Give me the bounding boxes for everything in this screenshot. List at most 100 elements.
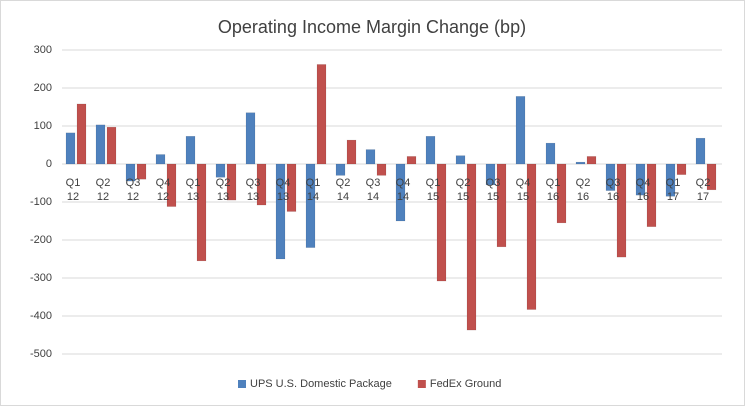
x-tick-label: 16 — [637, 191, 649, 203]
bar — [646, 163, 657, 227]
x-tick-label: 12 — [157, 191, 169, 203]
x-tick-label: Q2 — [96, 177, 111, 189]
x-tick-label: 13 — [187, 191, 199, 203]
x-tick-label: 12 — [127, 191, 139, 203]
legend-label: FedEx Ground — [430, 378, 502, 390]
x-tick-label: Q4 — [276, 177, 291, 189]
x-tick-label: 12 — [67, 191, 79, 203]
bar — [425, 136, 436, 165]
chart-title: Operating Income Margin Change (bp) — [218, 17, 526, 37]
bar — [706, 163, 717, 191]
bar — [605, 163, 616, 191]
x-tick-label: 17 — [697, 191, 709, 203]
x-tick-label: 12 — [97, 191, 109, 203]
x-tick-label: Q4 — [516, 177, 531, 189]
y-tick-label: 0 — [46, 158, 52, 170]
x-tick-label: Q2 — [336, 177, 351, 189]
bar — [76, 103, 87, 165]
bar — [125, 163, 136, 182]
bar — [635, 163, 646, 196]
y-tick-label: -500 — [30, 348, 52, 360]
bar — [256, 163, 267, 206]
x-tick-label: Q2 — [456, 177, 471, 189]
bar — [346, 139, 357, 165]
bar — [496, 163, 507, 248]
bar — [305, 163, 316, 248]
x-tick-label: Q4 — [396, 177, 411, 189]
bar — [316, 64, 327, 165]
x-tick-label: 15 — [427, 191, 439, 203]
bar — [245, 112, 256, 165]
x-tick-label: 15 — [457, 191, 469, 203]
bar — [575, 161, 586, 165]
x-tick-label: Q2 — [696, 177, 711, 189]
bar — [226, 163, 237, 201]
x-tick-label: Q1 — [426, 177, 441, 189]
x-tick-label: 14 — [367, 191, 379, 203]
x-tick-label: Q4 — [636, 177, 651, 189]
bar — [395, 163, 406, 222]
x-tick-label: Q1 — [666, 177, 681, 189]
x-tick-label: Q1 — [66, 177, 81, 189]
bar — [365, 149, 376, 165]
x-tick-label: Q3 — [366, 177, 381, 189]
bar — [376, 163, 387, 176]
y-tick-label: -300 — [30, 272, 52, 284]
bar — [95, 124, 106, 165]
x-tick-label: Q1 — [186, 177, 201, 189]
bar — [515, 96, 526, 165]
y-tick-label: -100 — [30, 196, 52, 208]
bar — [695, 137, 706, 165]
legend-swatch — [238, 380, 246, 388]
x-tick-label: 13 — [247, 191, 259, 203]
x-tick-label: 17 — [667, 191, 679, 203]
x-tick-label: Q3 — [126, 177, 141, 189]
bar — [335, 163, 346, 176]
bar — [485, 163, 496, 186]
x-tick-label: 13 — [217, 191, 229, 203]
x-tick-label: Q2 — [216, 177, 231, 189]
bar — [455, 155, 466, 165]
bar — [196, 163, 207, 262]
x-tick-label: Q3 — [486, 177, 501, 189]
y-tick-label: 300 — [34, 44, 52, 56]
y-tick-label: 100 — [34, 120, 52, 132]
x-tick-label: Q3 — [606, 177, 621, 189]
legend-swatch — [417, 380, 426, 388]
bar — [286, 163, 297, 212]
x-tick-label: Q1 — [546, 177, 561, 189]
x-tick-label: 14 — [397, 191, 409, 203]
bar — [676, 163, 687, 175]
x-tick-label: 13 — [277, 191, 289, 203]
x-tick-label: 16 — [607, 191, 619, 203]
x-tick-label: Q4 — [156, 177, 171, 189]
bar — [556, 163, 567, 224]
bar — [436, 163, 447, 282]
x-tick-label: 15 — [517, 191, 529, 203]
x-tick-label: 16 — [577, 191, 589, 203]
x-tick-label: 14 — [307, 191, 319, 203]
bar — [526, 163, 537, 310]
y-tick-label: -400 — [30, 310, 52, 322]
bar — [616, 163, 627, 258]
x-tick-label: Q3 — [246, 177, 261, 189]
bar — [155, 154, 166, 165]
bar — [166, 163, 177, 207]
bar — [275, 163, 286, 260]
bar — [136, 163, 147, 180]
bar — [65, 132, 76, 165]
bar — [406, 156, 417, 165]
x-tick-label: 14 — [337, 191, 349, 203]
bar — [185, 136, 196, 165]
legend-label: UPS U.S. Domestic Package — [250, 378, 392, 390]
y-tick-label: -200 — [30, 234, 52, 246]
x-tick-label: 15 — [487, 191, 499, 203]
bar — [665, 163, 676, 197]
bar — [215, 163, 226, 178]
bar — [106, 126, 117, 165]
bar — [466, 163, 477, 331]
x-tick-label: Q2 — [576, 177, 591, 189]
